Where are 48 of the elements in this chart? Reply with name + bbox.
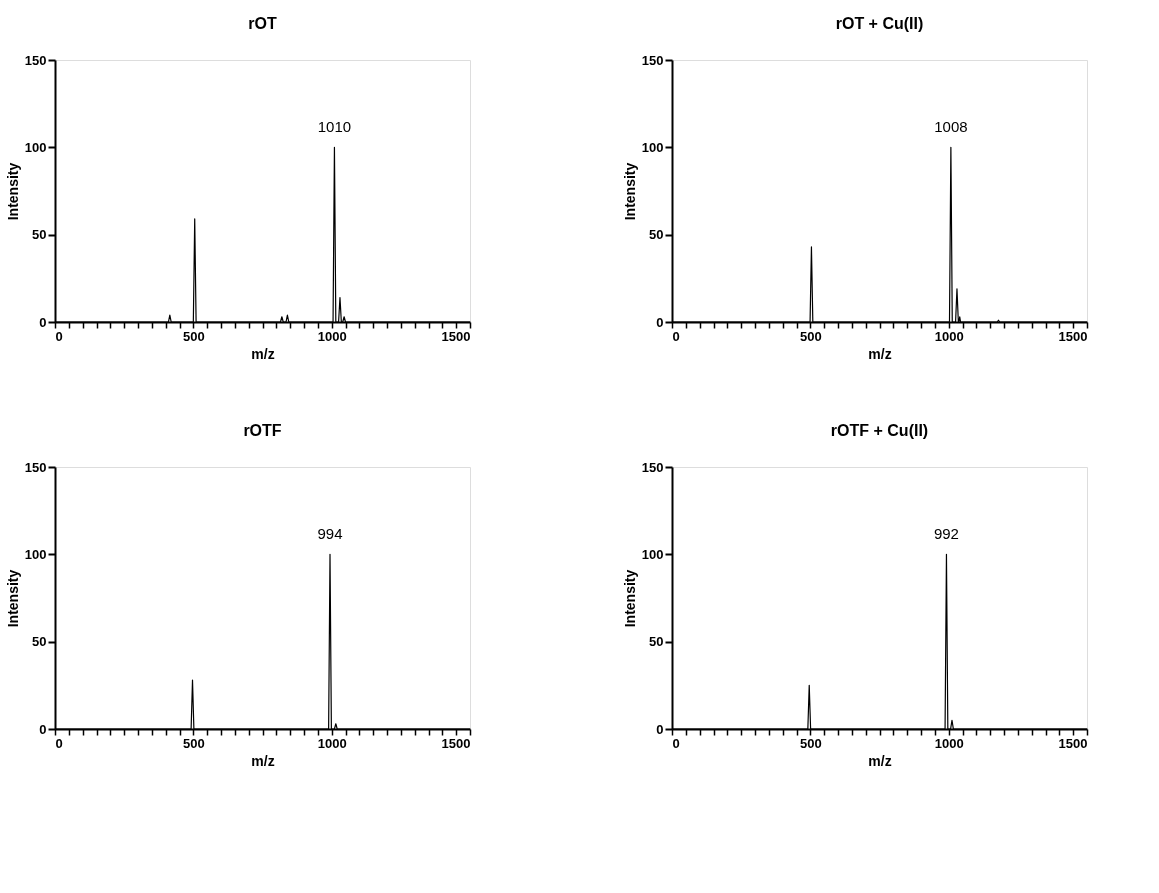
y-axis-title: Intensity [621, 569, 638, 628]
y-tick-label: 100 [24, 139, 47, 155]
y-axis-title: Intensity [621, 162, 638, 221]
annotation: 1008 [934, 118, 968, 136]
y-tick-label: 100 [24, 546, 47, 562]
x-axis-title: m/z [251, 752, 275, 769]
x-tick-label: 0 [672, 328, 680, 344]
x-tick-label: 500 [799, 328, 822, 344]
x-tick-label: 500 [182, 328, 205, 344]
y-tick-label: 50 [649, 634, 664, 650]
y-tick-label: 150 [641, 459, 664, 475]
x-tick-label: 500 [182, 735, 205, 751]
chart-title: rOTF + Cu(II) [830, 422, 929, 439]
x-tick-label: 0 [55, 328, 63, 344]
y-tick-label: 0 [656, 314, 664, 330]
y-tick-label: 100 [641, 546, 664, 562]
x-tick-label: 500 [799, 735, 822, 751]
x-tick-label: 1000 [317, 328, 347, 344]
y-tick-label: 50 [649, 227, 664, 243]
chart-title: rOT + Cu(II) [835, 15, 924, 32]
y-tick-label: 50 [32, 634, 47, 650]
x-tick-label: 0 [672, 735, 680, 751]
y-axis-title: Intensity [4, 162, 21, 221]
y-tick-label: 150 [24, 52, 47, 68]
chart-title: rOTF [243, 422, 282, 439]
x-tick-label: 1000 [934, 328, 964, 344]
x-tick-label: 1000 [317, 735, 347, 751]
y-tick-label: 0 [39, 314, 47, 330]
y-tick-label: 0 [656, 721, 664, 737]
y-tick-label: 150 [641, 52, 664, 68]
x-tick-label: 1500 [441, 735, 471, 751]
x-tick-label: 1500 [1058, 735, 1088, 751]
y-tick-label: 0 [39, 721, 47, 737]
x-tick-label: 0 [55, 735, 63, 751]
y-tick-label: 100 [641, 139, 664, 155]
annotation: 994 [317, 525, 343, 543]
chart-title: rOT [248, 15, 277, 32]
annotation: 992 [933, 525, 959, 543]
y-axis-title: Intensity [4, 569, 21, 628]
x-axis-title: m/z [251, 345, 275, 362]
x-axis-title: m/z [868, 345, 892, 362]
y-tick-label: 150 [24, 459, 47, 475]
x-axis-title: m/z [868, 752, 892, 769]
annotation: 1010 [317, 118, 352, 136]
x-tick-label: 1000 [934, 735, 964, 751]
x-tick-label: 1500 [1058, 328, 1088, 344]
x-tick-label: 1500 [441, 328, 471, 344]
y-tick-label: 50 [32, 227, 47, 243]
